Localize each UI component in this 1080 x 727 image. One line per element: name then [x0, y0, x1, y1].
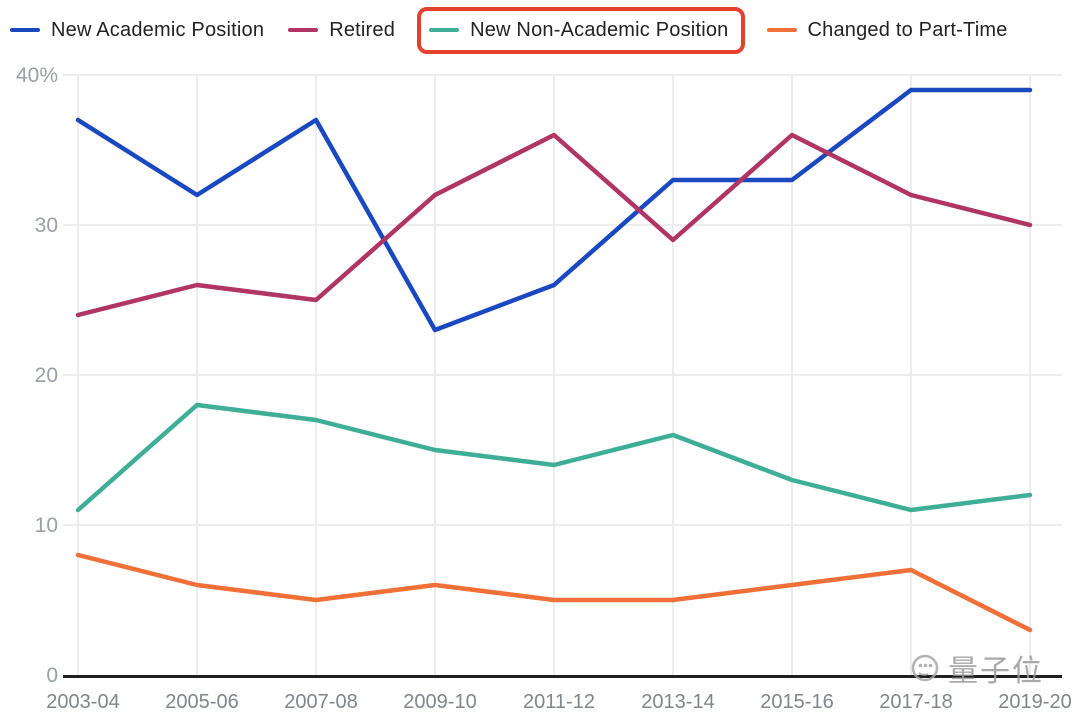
svg-text:2019-20: 2019-20 — [998, 691, 1071, 713]
legend-highlight-box: New Non-Academic Position — [417, 6, 745, 54]
svg-text:2003-04: 2003-04 — [46, 691, 119, 713]
legend-swatch-new-academic-position — [10, 28, 40, 32]
watermark-text: 量子位 — [948, 655, 1044, 688]
legend-label: Retired — [329, 18, 396, 41]
legend-swatch-new-non-academic-position — [429, 28, 460, 32]
svg-text:2005-06: 2005-06 — [165, 691, 238, 713]
legend-label: Changed to Part-Time — [807, 18, 1008, 41]
legend-item-changed-to-part-time[interactable]: Changed to Part-Time — [766, 18, 1008, 42]
legend-swatch-changed-to-part-time — [766, 28, 797, 32]
svg-text:0: 0 — [46, 664, 58, 687]
svg-text:2015-16: 2015-16 — [760, 691, 833, 713]
svg-text:40%: 40% — [16, 64, 58, 87]
watermark-qbitai: 量子位 — [908, 646, 1044, 690]
svg-text:30: 30 — [35, 214, 58, 237]
svg-text:2017-18: 2017-18 — [879, 691, 952, 713]
svg-text:2011-12: 2011-12 — [523, 691, 595, 713]
legend-label: New Non-Academic Position — [470, 18, 729, 41]
chart-legend: New Academic Position Retired New Non-Ac… — [10, 2, 1008, 58]
legend-label: New Academic Position — [51, 18, 265, 41]
legend-swatch-retired — [288, 28, 319, 32]
qbitai-penguin-icon — [911, 654, 939, 682]
svg-text:2009-10: 2009-10 — [403, 691, 476, 713]
svg-text:20: 20 — [35, 364, 58, 387]
legend-item-retired[interactable]: Retired — [288, 19, 395, 42]
svg-text:2013-14: 2013-14 — [641, 691, 714, 713]
legend-item-new-academic-position[interactable]: New Academic Position — [10, 19, 264, 42]
svg-text:2007-08: 2007-08 — [284, 691, 357, 713]
svg-text:10: 10 — [35, 514, 58, 537]
legend-item-new-non-academic-position[interactable]: New Non-Academic Position — [429, 19, 728, 42]
